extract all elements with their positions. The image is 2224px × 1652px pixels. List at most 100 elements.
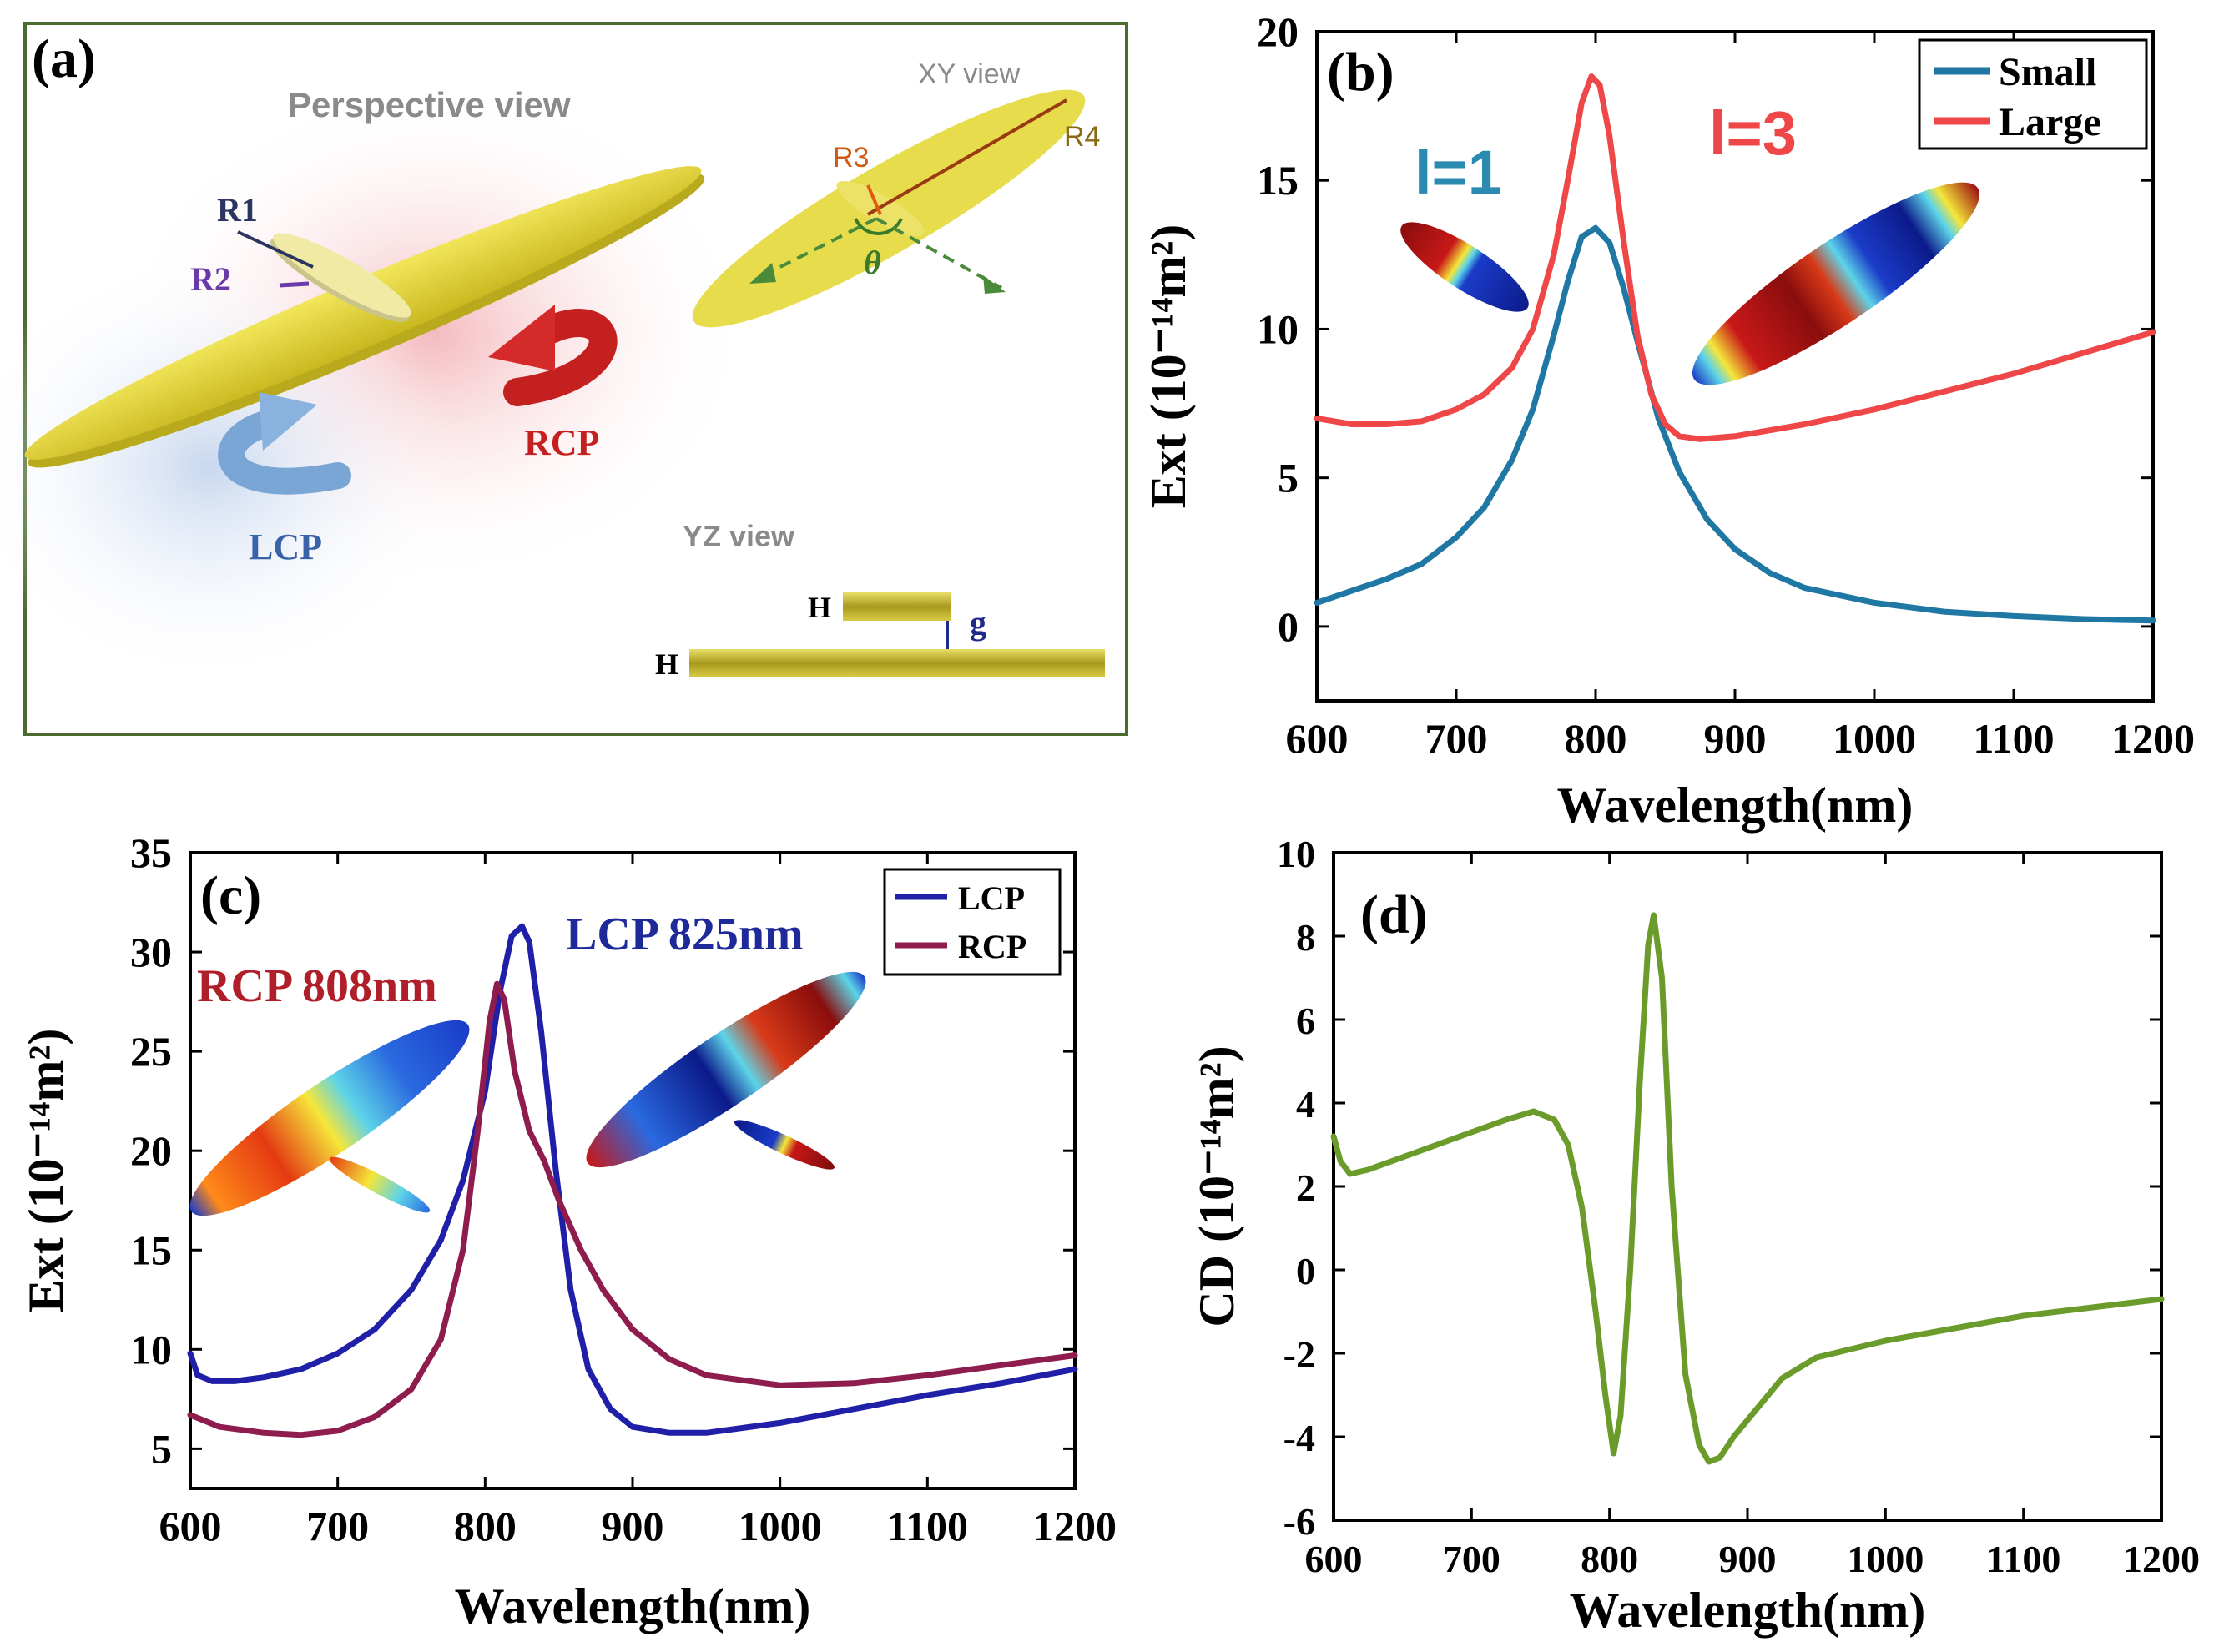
lcp-arrow-icon xyxy=(218,392,351,495)
x-axis-label: Wavelength(nm) xyxy=(455,1579,811,1634)
x-tick-label: 600 xyxy=(159,1503,222,1549)
field-map-small-rod-rcp xyxy=(329,1156,431,1213)
r1-label: R1 xyxy=(217,191,258,229)
r3-line xyxy=(866,184,882,215)
theta-label: θ xyxy=(864,244,881,281)
theta-arc xyxy=(854,218,903,236)
x-tick-label: 1200 xyxy=(2123,1538,2200,1580)
x-tick-label: 1000 xyxy=(739,1503,822,1549)
perspective-view-title: Perspective view xyxy=(288,85,571,124)
panel-a-schematic: R1 R2 Perspective view (a) RCP LCP θ xyxy=(0,22,1128,736)
small-rod-perspective xyxy=(270,233,411,322)
x-tick-label: 900 xyxy=(602,1503,664,1549)
field-map-large-rod xyxy=(1692,182,1980,385)
y-tick-label: 20 xyxy=(130,1127,172,1174)
y-tick-label: 30 xyxy=(130,929,172,975)
x-tick-label: 700 xyxy=(1443,1538,1500,1580)
y-tick-label: 8 xyxy=(1296,916,1315,959)
series-line-rcp xyxy=(187,980,1078,1438)
y-tick-label: -2 xyxy=(1283,1333,1315,1376)
series-line-small xyxy=(1314,224,2156,624)
chart-b: 600 700 800 900 1000 1100 1200 0 5 10 15 20 Waveleng… xyxy=(1141,8,2195,833)
x-tick-label: 800 xyxy=(1581,1538,1638,1580)
series-line-large xyxy=(1314,73,2156,442)
yz-view-title: YZ view xyxy=(683,519,795,553)
x-tick-label: 1200 xyxy=(1033,1503,1117,1549)
x-tick-label: 800 xyxy=(454,1503,517,1549)
x-tick-label: 900 xyxy=(1704,715,1767,762)
chart-d: 600 700 800 900 1000 1100 1200 -6 -4 -2 0 2 4 6 8 10 Wav… xyxy=(1189,833,2200,1638)
rcp-label: RCP xyxy=(524,422,599,463)
y-tick-label: -6 xyxy=(1283,1500,1315,1543)
h-top-label: H xyxy=(808,591,831,624)
legend-box xyxy=(883,868,1062,976)
r2-label: R2 xyxy=(190,260,231,298)
xy-axis-left xyxy=(754,217,877,281)
r2-line xyxy=(279,281,310,288)
yz-top-bar xyxy=(843,592,951,621)
y-tick-label: 0 xyxy=(1296,1250,1315,1292)
r4-label: R4 xyxy=(1064,121,1100,153)
legend-label-rcp: RCP xyxy=(958,928,1026,965)
y-tick-label: 10 xyxy=(130,1326,172,1372)
xy-view-title: XY view xyxy=(918,58,1021,90)
y-tick-label: 25 xyxy=(130,1028,172,1075)
panel-label: (b) xyxy=(1327,42,1394,103)
y-tick-label: 20 xyxy=(1257,8,1299,55)
y-tick-label: 15 xyxy=(130,1226,172,1273)
x-tick-label: 1100 xyxy=(1986,1538,2060,1580)
annotation-rcp-808: RCP 808nm xyxy=(197,960,437,1012)
series-line-cd xyxy=(1330,912,2165,1465)
x-axis-label: Wavelength(nm) xyxy=(1570,1583,1926,1638)
large-rod-perspective xyxy=(24,166,705,468)
lcp-label: LCP xyxy=(249,526,322,567)
y-tick-label: 10 xyxy=(1277,833,1315,875)
r3-label: R3 xyxy=(833,142,869,174)
r1-line xyxy=(237,230,314,269)
field-map-large-rod-rcp xyxy=(189,1020,470,1216)
panel-label: (c) xyxy=(200,865,261,926)
field-map-small-rod xyxy=(1400,222,1529,312)
legend-label-lcp: LCP xyxy=(958,879,1025,917)
x-tick-label: 700 xyxy=(1425,715,1488,762)
x-tick-label: 900 xyxy=(1719,1538,1777,1580)
xy-axis-right xyxy=(875,217,1002,290)
y-tick-label: 5 xyxy=(1278,455,1299,501)
panel-a-label: (a) xyxy=(32,28,96,89)
y-tick-label: 6 xyxy=(1296,1000,1315,1042)
field-map-small-rod-lcp xyxy=(734,1120,835,1170)
panel-label: (d) xyxy=(1360,884,1428,945)
legend-label-large: Large xyxy=(1999,100,2101,144)
y-tick-label: -4 xyxy=(1283,1417,1315,1459)
y-axis-label: Ext (10⁻¹⁴m²) xyxy=(1141,224,1196,509)
y-tick-label: 35 xyxy=(130,829,172,876)
xy-arrowhead-right xyxy=(983,275,1006,294)
xy-arrowhead-left xyxy=(749,263,776,284)
y-tick-label: 5 xyxy=(151,1425,172,1472)
x-tick-label: 700 xyxy=(306,1503,369,1549)
g-label: g xyxy=(970,604,986,642)
field-map-large-rod-lcp xyxy=(586,971,866,1168)
legend-box xyxy=(1918,38,2148,150)
y-tick-label: 0 xyxy=(1278,603,1299,650)
x-tick-label: 1100 xyxy=(1973,715,2054,762)
x-tick-label: 1200 xyxy=(2111,715,2195,762)
annotation-lcp-825: LCP 825nm xyxy=(566,909,804,960)
x-tick-label: 800 xyxy=(1565,715,1627,762)
y-axis-label: CD (10⁻¹⁴m²) xyxy=(1189,1045,1244,1327)
y-tick-label: 15 xyxy=(1257,157,1299,204)
annotation-l1: l=1 xyxy=(1415,138,1502,207)
chart-c: 600 700 800 900 1000 1100 1200 5 10 15 20 25 30 35 Wav… xyxy=(18,829,1117,1634)
y-axis-label: Ext (10⁻¹⁴m²) xyxy=(18,1029,73,1313)
x-tick-label: 1100 xyxy=(887,1503,968,1549)
y-tick-label: 10 xyxy=(1257,305,1299,352)
x-tick-label: 1000 xyxy=(1833,715,1916,762)
x-tick-label: 600 xyxy=(1305,1538,1363,1580)
h-bottom-label: H xyxy=(655,647,678,681)
y-tick-label: 2 xyxy=(1296,1166,1315,1209)
annotation-l3: l=3 xyxy=(1709,98,1797,168)
legend-label-small: Small xyxy=(1999,50,2096,94)
yz-bottom-bar xyxy=(689,649,1105,677)
x-axis-label: Wavelength(nm) xyxy=(1557,778,1914,833)
